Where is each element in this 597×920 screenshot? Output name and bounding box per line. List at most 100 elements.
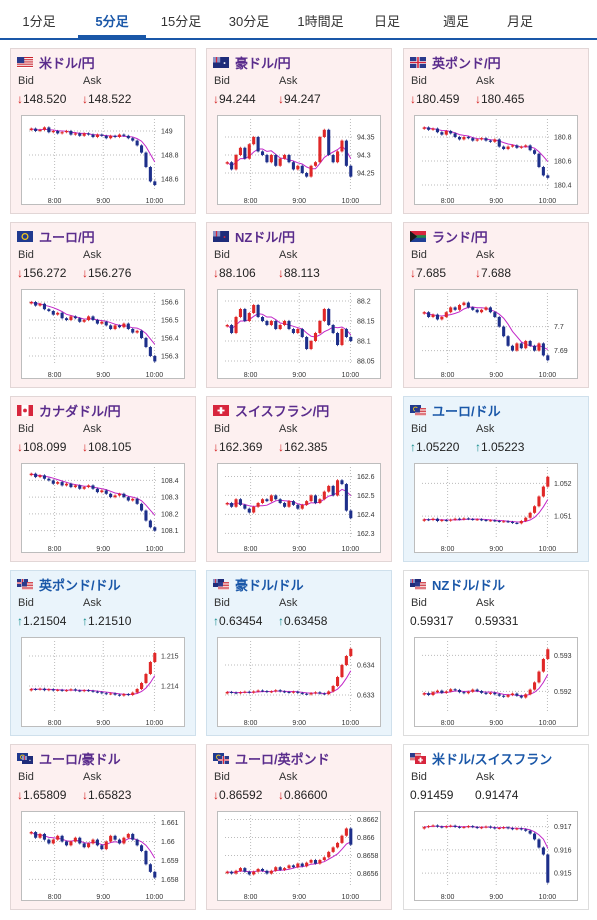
candle-body [100, 845, 104, 850]
card-header: ユーロ/ドル [410, 402, 501, 419]
candle-body [148, 864, 152, 872]
candlestick-chart[interactable]: 8:00 9:00 10:00 1.661 1.66 1.659 1.658 [21, 811, 185, 901]
y-tick-label: 1.661 [161, 820, 179, 827]
candle-body [322, 129, 326, 137]
pair-name[interactable]: 米ドル/円 [39, 55, 95, 71]
candle-body [269, 495, 273, 502]
y-tick-label: 0.8656 [357, 871, 379, 878]
rate-card[interactable]: スイスフラン/円 Bid Ask ↓162.369 ↓162.385 8:00 9:00 10… [206, 396, 392, 562]
pair-name[interactable]: 豪ドル/ドル [235, 577, 304, 593]
candlestick-chart[interactable]: 8:00 9:00 10:00 1.215 1.214 [21, 637, 185, 727]
candlestick-chart[interactable]: 8:00 9:00 10:00 149 148.8 148.6 [21, 115, 185, 205]
candlestick-chart[interactable]: 8:00 9:00 10:00 0.917 0.916 0.915 [414, 811, 578, 901]
candle-body [300, 165, 304, 173]
bid-price: 1.05220 [416, 440, 460, 454]
candle-body [336, 151, 340, 163]
rate-card[interactable]: NZドル/円 Bid Ask ↓88.106 ↓88.113 8:00 9:00 10:00 8… [206, 222, 392, 388]
candle-body [497, 694, 501, 696]
candlestick-chart[interactable]: 8:00 9:00 10:00 0.593 0.592 [414, 637, 578, 727]
rate-card[interactable]: ユーロ/豪ドル Bid Ask ↓1.65809 ↓1.65823 8:00 9:00 10:… [10, 744, 196, 910]
candle-body [462, 518, 466, 520]
pair-name[interactable]: ユーロ/英ポンド [235, 751, 330, 767]
rate-card[interactable]: 米ドル/スイスフラン Bid Ask 0.91459 0.91474 8:00 9:00 10… [403, 744, 589, 910]
rate-card[interactable]: ユーロ/英ポンド Bid Ask ↓0.86592 ↓0.86600 8:00 9:00 10… [206, 744, 392, 910]
tab-5[interactable]: 1時間足 [297, 14, 344, 29]
rate-card[interactable]: 英ポンド/円 Bid Ask ↓180.459 ↓180.465 8:00 9:00 10:0… [403, 48, 589, 214]
candle-body [444, 131, 448, 135]
candle-body [252, 691, 256, 693]
rate-card[interactable]: ユーロ/円 Bid Ask ↓156.272 ↓156.276 8:00 9:00 10:00… [10, 222, 196, 388]
candlestick-chart[interactable]: 8:00 9:00 10:00 180.8 180.6 180.4 [414, 115, 578, 205]
pair-name[interactable]: カナダドル/円 [39, 403, 121, 419]
candle-body [73, 485, 77, 488]
rate-card[interactable]: 豪ドル/ドル Bid Ask ↑0.63454 ↑0.63458 8:00 9:00 10:0… [206, 570, 392, 736]
x-tick-label: 8:00 [48, 894, 62, 901]
candlestick-chart[interactable]: 8:00 9:00 10:00 0.8662 0.866 0.8658 0.8656 [217, 811, 381, 901]
x-tick-label: 9:00 [292, 372, 306, 379]
candlestick-chart[interactable]: 8:00 9:00 10:00 0.634 0.633 [217, 637, 381, 727]
candle-body [42, 303, 46, 310]
candle-body [247, 144, 251, 159]
candle-body [533, 506, 537, 513]
rate-card[interactable]: ユーロ/ドル Bid Ask ↑1.05220 ↑1.05223 8:00 9:00 10:0… [403, 396, 589, 562]
y-tick-label: 1.214 [161, 684, 179, 691]
candle-body [327, 691, 331, 695]
x-tick-label: 10:00 [539, 198, 557, 205]
candle-body [296, 863, 300, 868]
pair-name[interactable]: 豪ドル/円 [235, 55, 291, 71]
candlestick-chart[interactable]: 8:00 9:00 10:00 7.7 7.69 [414, 289, 578, 379]
rate-card[interactable]: 豪ドル/円 Bid Ask ↓94.244 ↓94.247 8:00 9:00 10:00 94… [206, 48, 392, 214]
pair-name[interactable]: ユーロ/ドル [432, 403, 501, 419]
rate-card[interactable]: カナダドル/円 Bid Ask ↓108.099 ↓108.105 8:00 9:00 10:… [10, 396, 196, 562]
candlestick-chart[interactable]: 8:00 9:00 10:00 88.2 88.15 88.1 88.05 [217, 289, 381, 379]
candle-body [515, 343, 519, 351]
candlestick-chart[interactable]: 8:00 9:00 10:00 162.6 162.5 162.4 162.3 [217, 463, 381, 553]
pair-name[interactable]: 英ポンド/ドル [39, 577, 121, 593]
x-tick-label: 9:00 [292, 894, 306, 901]
rate-card[interactable]: NZドル/ドル Bid Ask 0.59317 0.59331 8:00 9:00 10:00… [403, 570, 589, 736]
candle-body [484, 138, 488, 141]
tab-2[interactable]: 5分足 [78, 0, 146, 38]
pair-name[interactable]: NZドル/ドル [432, 577, 505, 593]
x-tick-label: 8:00 [441, 720, 455, 727]
candle-body [144, 510, 148, 521]
candlestick-chart[interactable]: 8:00 9:00 10:00 156.6 156.5 156.4 156.3 [21, 289, 185, 379]
pair-name[interactable]: スイスフラン/円 [235, 403, 330, 419]
pair-name[interactable]: 英ポンド/円 [432, 55, 501, 71]
ask-value-group: ↓156.276 [82, 266, 131, 280]
pair-name[interactable]: NZドル/円 [235, 229, 295, 245]
candle-body [117, 325, 122, 328]
tab-4[interactable]: 30分足 [228, 14, 270, 29]
candle-body [488, 826, 492, 828]
y-tick-label: 1.659 [161, 858, 179, 865]
candle-body [278, 499, 282, 503]
bid-price: 94.244 [219, 92, 256, 106]
pair-name[interactable]: ユーロ/豪ドル [39, 751, 121, 767]
tab-1[interactable]: 1分足 [22, 14, 56, 29]
tab-6[interactable]: 日足 [373, 14, 400, 29]
candle-body [95, 691, 99, 693]
x-tick-label: 8:00 [441, 372, 455, 379]
tab-3[interactable]: 15分足 [160, 14, 202, 29]
candle-body [318, 499, 322, 503]
pair-name[interactable]: 米ドル/スイスフラン [432, 751, 553, 767]
candlestick-chart[interactable]: 8:00 9:00 10:00 108.4 108.3 108.2 108.1 [21, 463, 185, 553]
ask-price: 0.91474 [475, 788, 519, 802]
pair-name[interactable]: ランド/円 [432, 229, 488, 245]
candle-body [256, 305, 260, 317]
candle-body [318, 692, 322, 694]
candlestick-chart[interactable]: 8:00 9:00 10:00 1.052 1.051 [414, 463, 578, 553]
rate-card[interactable]: ランド/円 Bid Ask ↓7.685 ↓7.688 8:00 9:00 10:00 7.7 7… [403, 222, 589, 388]
rate-card[interactable]: 米ドル/円 Bid Ask ↓148.520 ↓148.522 8:00 9:00 10:00… [10, 48, 196, 214]
candle-body [466, 518, 470, 520]
candlestick-chart[interactable]: 8:00 9:00 10:00 94.35 94.3 94.25 [217, 115, 381, 205]
candle-body [537, 671, 541, 683]
candle-body [113, 325, 117, 329]
candle-body [435, 518, 439, 521]
tab-8[interactable]: 月足 [506, 14, 533, 29]
rate-card[interactable]: 英ポンド/ドル Bid Ask ↑1.21504 ↑1.21510 8:00 9:00 10:… [10, 570, 196, 736]
candle-body [340, 480, 344, 485]
tab-7[interactable]: 週足 [442, 14, 469, 29]
pair-name[interactable]: ユーロ/円 [39, 229, 95, 245]
candle-body [440, 520, 444, 522]
